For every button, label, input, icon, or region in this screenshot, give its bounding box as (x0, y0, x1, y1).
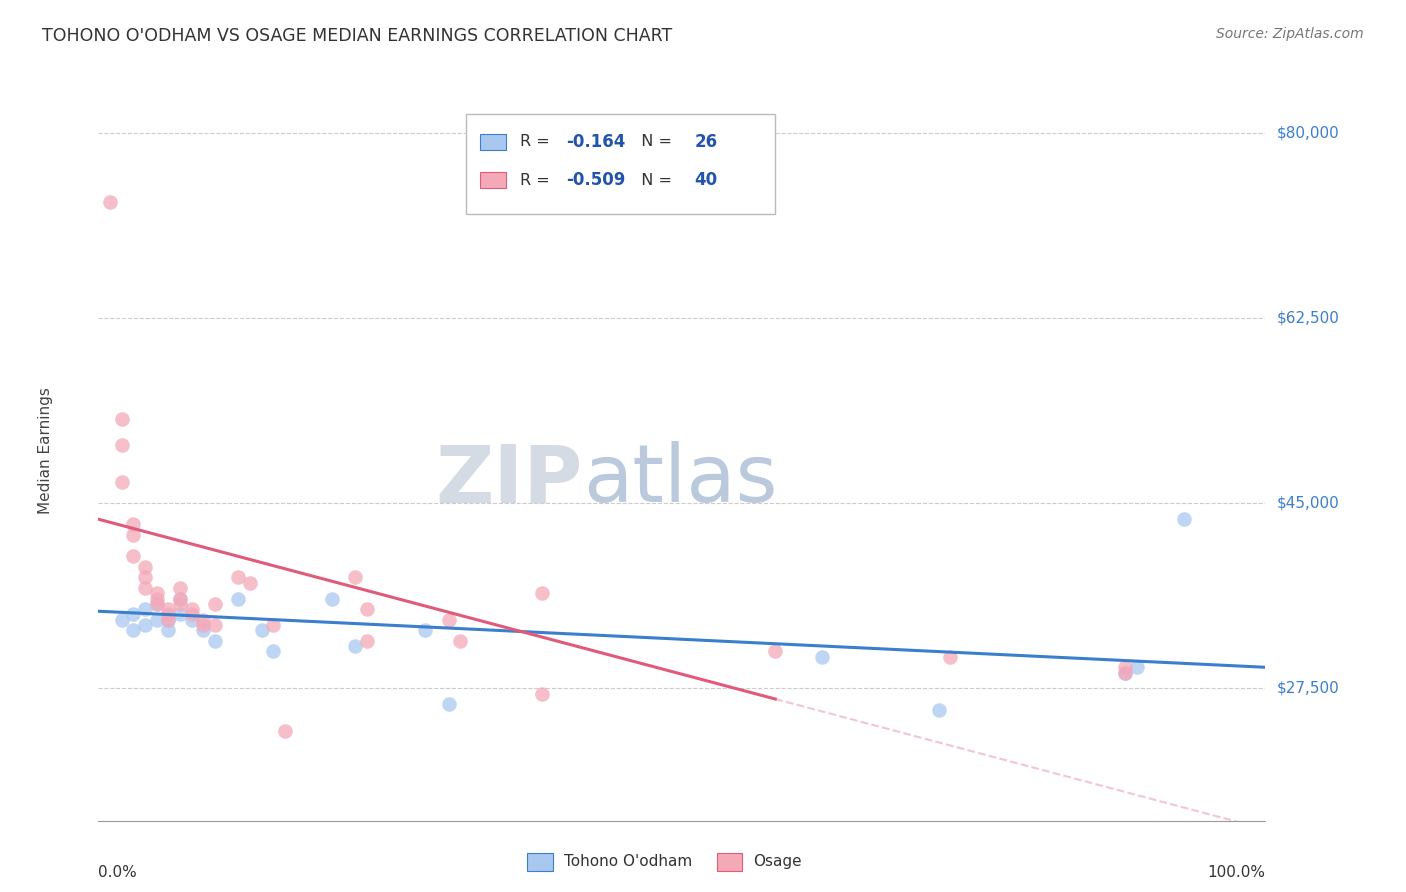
Text: -0.164: -0.164 (567, 133, 626, 151)
Point (111, 438, 134, 452)
Point (169, 591, 191, 606)
Point (228, 591, 250, 606)
Point (204, 618, 226, 632)
Point (122, 549, 145, 564)
Point (134, 618, 156, 632)
Point (157, 624, 180, 638)
Point (180, 613, 202, 627)
Point (146, 597, 169, 611)
Point (250, 624, 273, 638)
Point (356, 633, 378, 648)
Point (228, 570, 250, 584)
Point (169, 607, 191, 622)
Text: -0.509: -0.509 (567, 171, 626, 189)
Point (193, 613, 215, 627)
Point (239, 575, 262, 590)
Text: Tohono O'odham: Tohono O'odham (564, 855, 692, 869)
Point (146, 613, 169, 627)
Point (356, 602, 378, 616)
Point (437, 613, 460, 627)
Point (111, 613, 134, 627)
Point (180, 602, 202, 616)
Text: atlas: atlas (582, 441, 778, 519)
Text: 40: 40 (695, 171, 718, 189)
Point (928, 703, 950, 717)
Point (193, 624, 215, 638)
Text: N =: N = (630, 173, 676, 187)
Text: $27,500: $27,500 (1277, 681, 1340, 696)
Text: 100.0%: 100.0% (1208, 865, 1265, 880)
Point (530, 687, 553, 701)
Text: R =: R = (520, 134, 554, 149)
Text: Median Earnings: Median Earnings (38, 387, 53, 514)
Text: Osage: Osage (754, 855, 803, 869)
Point (146, 597, 169, 611)
Point (157, 607, 180, 622)
Point (530, 586, 553, 600)
Point (274, 723, 297, 738)
Text: 26: 26 (695, 133, 718, 151)
Point (344, 639, 367, 653)
Point (449, 633, 471, 648)
Point (134, 570, 156, 584)
Point (134, 559, 156, 574)
Point (111, 475, 134, 490)
Point (146, 591, 169, 606)
Point (157, 613, 180, 627)
Point (157, 602, 180, 616)
Point (122, 517, 145, 532)
Point (122, 624, 145, 638)
Point (321, 591, 343, 606)
Point (122, 528, 145, 542)
Text: Source: ZipAtlas.com: Source: ZipAtlas.com (1216, 27, 1364, 41)
Point (157, 613, 180, 627)
Point (1114, 665, 1136, 680)
Bar (479, 172, 506, 188)
Point (437, 698, 460, 712)
Text: $62,500: $62,500 (1277, 310, 1340, 326)
Point (180, 607, 202, 622)
Point (134, 602, 156, 616)
Text: 0.0%: 0.0% (98, 865, 138, 880)
Point (1173, 512, 1195, 526)
Text: $80,000: $80,000 (1277, 126, 1340, 141)
Point (146, 586, 169, 600)
Point (169, 591, 191, 606)
Point (939, 649, 962, 664)
Point (1126, 660, 1149, 674)
FancyBboxPatch shape (465, 113, 775, 213)
Point (811, 649, 834, 664)
Point (193, 618, 215, 632)
Text: $45,000: $45,000 (1277, 496, 1340, 511)
Point (122, 607, 145, 622)
Text: R =: R = (520, 173, 554, 187)
Point (262, 644, 284, 658)
Point (169, 581, 191, 595)
Point (134, 581, 156, 595)
Point (1114, 665, 1136, 680)
Bar (479, 134, 506, 150)
Point (344, 570, 367, 584)
Point (262, 618, 284, 632)
Text: N =: N = (630, 134, 676, 149)
Text: ZIP: ZIP (436, 441, 582, 519)
Point (413, 624, 436, 638)
Point (169, 597, 191, 611)
Point (204, 633, 226, 648)
Point (1114, 660, 1136, 674)
Point (763, 644, 786, 658)
Point (111, 411, 134, 425)
Point (98, 194, 121, 209)
Point (204, 597, 226, 611)
Text: TOHONO O'ODHAM VS OSAGE MEDIAN EARNINGS CORRELATION CHART: TOHONO O'ODHAM VS OSAGE MEDIAN EARNINGS … (42, 27, 672, 45)
